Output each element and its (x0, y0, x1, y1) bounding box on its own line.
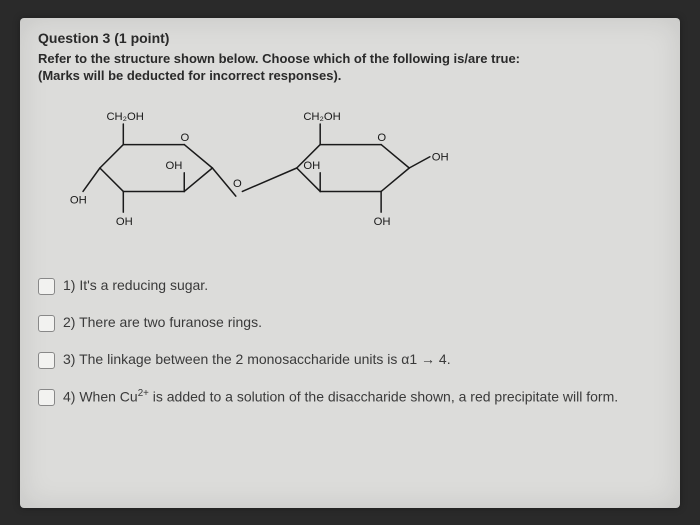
svg-text:CH₂OH: CH₂OH (303, 111, 341, 123)
svg-text:OH: OH (166, 160, 183, 172)
option-text: 3) The linkage between the 2 monosacchar… (63, 350, 451, 369)
checkbox-icon[interactable] (38, 389, 55, 406)
prompt-line-2: (Marks will be deducted for incorrect re… (38, 68, 341, 83)
answer-options: 1) It's a reducing sugar. 2) There are t… (38, 276, 662, 407)
option-1[interactable]: 1) It's a reducing sugar. (38, 276, 662, 295)
checkbox-icon[interactable] (38, 352, 55, 369)
checkbox-icon[interactable] (38, 278, 55, 295)
svg-text:O: O (181, 131, 190, 143)
question-prompt: Refer to the structure shown below. Choo… (38, 50, 662, 85)
option-4[interactable]: 4) When Cu2+ is added to a solution of t… (38, 387, 662, 407)
option-3[interactable]: 3) The linkage between the 2 monosacchar… (38, 350, 662, 369)
svg-text:OH: OH (432, 151, 449, 163)
checkbox-icon[interactable] (38, 315, 55, 332)
option-text: 4) When Cu2+ is added to a solution of t… (63, 387, 618, 407)
svg-text:O: O (233, 177, 242, 189)
option-text: 1) It's a reducing sugar. (63, 276, 208, 295)
svg-text:OH: OH (303, 160, 320, 172)
prompt-line-1: Refer to the structure shown below. Choo… (38, 51, 520, 66)
svg-text:OH: OH (374, 216, 391, 228)
svg-text:CH₂OH: CH₂OH (106, 111, 144, 123)
option-2[interactable]: 2) There are two furanose rings. (38, 313, 662, 332)
chemical-structure-diagram: O O CH₂OH CH₂OH OH OH OH O OH OH OH (48, 93, 508, 243)
svg-text:OH: OH (70, 194, 87, 206)
question-header: Question 3 (1 point) (38, 30, 662, 46)
svg-text:O: O (377, 131, 386, 143)
question-card: Question 3 (1 point) Refer to the struct… (20, 18, 680, 508)
option-text: 2) There are two furanose rings. (63, 313, 262, 332)
svg-text:OH: OH (116, 216, 133, 228)
